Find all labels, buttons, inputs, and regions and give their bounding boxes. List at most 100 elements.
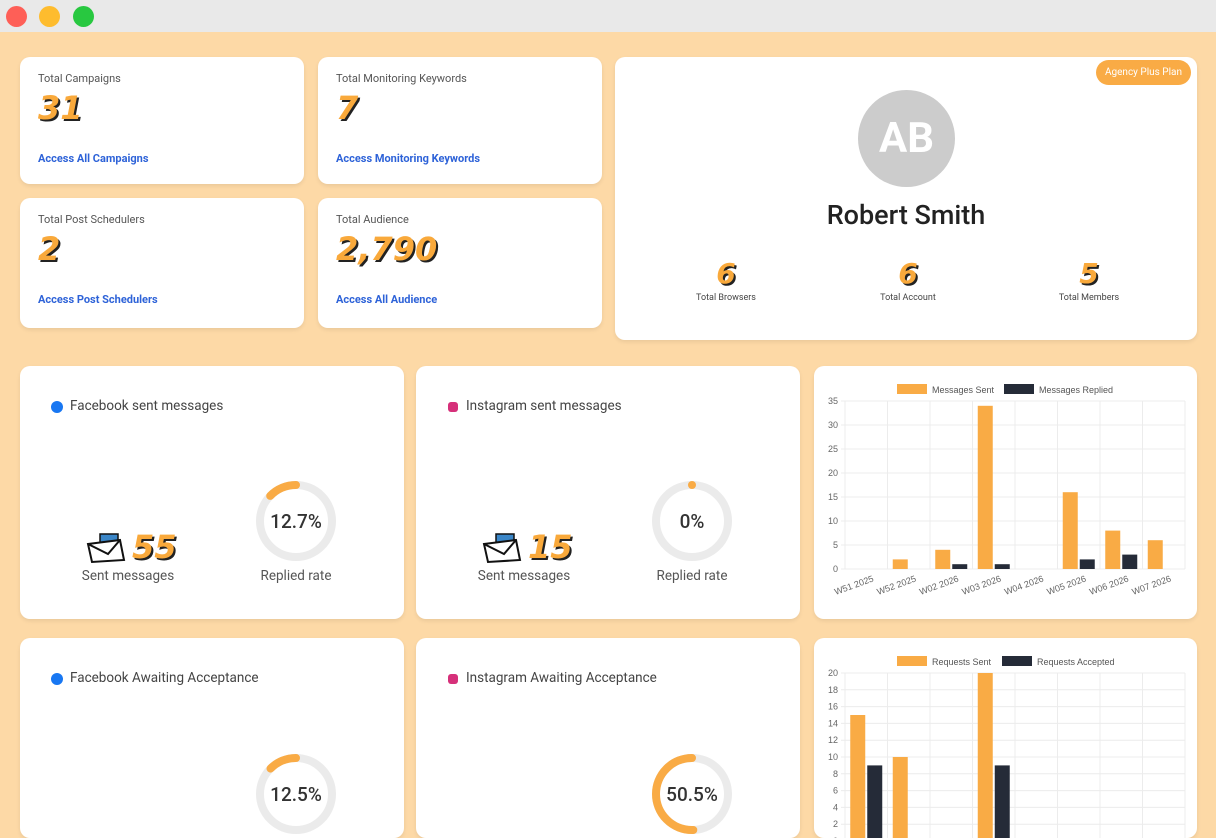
metric-value: 6: [716, 257, 736, 290]
metric-value: 6: [898, 257, 918, 290]
y-tick-label: 25: [828, 444, 838, 454]
stat-value: 2: [38, 230, 61, 268]
legend-swatch: [1004, 384, 1034, 394]
legend-swatch: [897, 656, 927, 666]
bar: [850, 715, 866, 838]
platform-icon: [51, 401, 63, 413]
instagram-icon: [448, 402, 458, 412]
bar: [867, 765, 883, 838]
y-tick-label: 4: [833, 802, 838, 812]
y-tick-label: 10: [828, 752, 838, 762]
x-tick-label: W04 2026: [1003, 573, 1045, 596]
platform-icon: [51, 673, 63, 685]
metric-label: Total Members: [1058, 293, 1120, 303]
instagram-icon: [448, 674, 458, 684]
bar: [1062, 492, 1078, 569]
plan-badge: Agency Plus Plan: [1095, 60, 1191, 85]
stat-label: Total Post Schedulers: [38, 213, 145, 226]
stat-link[interactable]: Access Post Schedulers: [38, 293, 158, 306]
y-tick-label: 2: [833, 819, 838, 829]
y-tick-label: 0: [833, 564, 838, 574]
gauge-label: 0%: [679, 510, 705, 533]
metric-label: Total Browsers: [696, 293, 756, 303]
stat-card: Total Campaigns 31 Access All Campaigns: [20, 57, 304, 184]
legend-label: Messages Sent: [932, 385, 995, 395]
stat-label: Total Campaigns: [38, 72, 121, 85]
envelope-icon: [86, 533, 126, 564]
y-tick-label: 14: [828, 718, 838, 728]
rate-label: Replied rate: [656, 568, 728, 584]
bar: [935, 549, 951, 569]
maximize-button[interactable]: [73, 6, 94, 27]
chart: 0 5 10 15 20 25 30 35 Messages Sent Messages Repl…: [828, 384, 1186, 597]
gauge-label: 50.5%: [666, 783, 718, 806]
y-tick-label: 20: [828, 468, 838, 478]
message-card: Facebook sent messages 55 Sent messages 12.…: [20, 366, 404, 619]
stat-value: 31: [38, 89, 83, 127]
window-titlebar: [0, 0, 1216, 32]
bar: [977, 673, 993, 838]
bar: [1147, 540, 1163, 569]
x-tick-label: W52 2025: [875, 573, 917, 596]
bar: [1079, 559, 1095, 569]
y-tick-label: 10: [828, 516, 838, 526]
x-tick-label: W02 2026: [918, 573, 960, 596]
envelope-flap: [87, 539, 121, 556]
y-tick-label: 18: [828, 685, 838, 695]
stat-value: 2,790: [336, 230, 438, 268]
bar: [977, 405, 993, 569]
y-tick-label: 35: [828, 396, 838, 406]
gauge-arc: [652, 481, 732, 561]
stat-label: Total Audience: [336, 213, 409, 226]
legend-label: Messages Replied: [1039, 385, 1113, 395]
gauge-arc: [256, 754, 336, 834]
y-tick-label: 8: [833, 769, 838, 779]
close-button[interactable]: [6, 6, 27, 27]
stat-link[interactable]: Access All Audience: [336, 293, 438, 306]
x-tick-label: W06 2026: [1088, 573, 1130, 596]
sent-count: 15: [528, 528, 573, 566]
avatar: AB: [858, 90, 955, 187]
metric-label: Total Account: [880, 293, 936, 303]
platform-icon: [448, 402, 458, 412]
bar: [952, 564, 968, 569]
y-tick-label: 15: [828, 492, 838, 502]
stat-label: Total Monitoring Keywords: [336, 72, 467, 85]
y-tick-label: 16: [828, 702, 838, 712]
gauge: [652, 481, 732, 561]
y-tick-label: 12: [828, 735, 838, 745]
legend-label: Requests Sent: [932, 657, 992, 667]
gauge-label: 12.7%: [270, 510, 322, 533]
facebook-icon: [51, 673, 63, 685]
metric-value: 5: [1079, 257, 1099, 290]
legend-label: Requests Accepted: [1037, 657, 1115, 667]
stat-link[interactable]: Access All Campaigns: [38, 152, 149, 165]
stat-card: Total Post Schedulers 2 Access Post Schedu…: [20, 198, 304, 328]
sent-count: 55: [132, 528, 177, 566]
bar: [892, 757, 908, 838]
stat-link[interactable]: Access Monitoring Keywords: [336, 152, 480, 165]
card-title: Facebook Awaiting Acceptance: [70, 670, 259, 686]
legend-swatch: [1002, 656, 1032, 666]
y-tick-label: 20: [828, 668, 838, 678]
envelope-body: [86, 538, 126, 564]
chart-card: 0 5 10 15 20 25 30 35 Messages Sent Messages Repl…: [814, 366, 1197, 619]
legend-swatch: [897, 384, 927, 394]
x-tick-label: W07 2026: [1130, 573, 1172, 596]
envelope-icon: [482, 533, 522, 564]
stat-value: 7: [336, 89, 359, 127]
card-title: Instagram Awaiting Acceptance: [466, 670, 657, 686]
facebook-icon: [51, 401, 63, 413]
acceptance-card: Instagram Awaiting Acceptance 50.5%: [416, 638, 800, 838]
bar: [994, 564, 1010, 569]
gauge-arc: [256, 481, 336, 561]
bar: [1122, 554, 1138, 569]
sent-label: Sent messages: [81, 568, 175, 584]
minimize-button[interactable]: [39, 6, 60, 27]
stat-card: Total Audience 2,790 Access All Audience: [318, 198, 602, 328]
gauge-label: 12.5%: [270, 783, 322, 806]
message-card: Instagram sent messages 15 Sent messages 0%…: [416, 366, 800, 619]
sent-label: Sent messages: [477, 568, 571, 584]
